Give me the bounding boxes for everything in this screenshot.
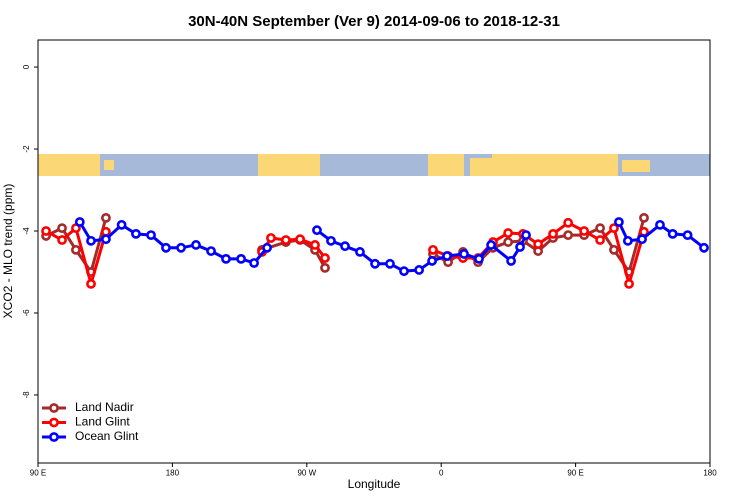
legend-label: Ocean Glint [75, 429, 139, 443]
data-point [563, 230, 574, 241]
data-point [427, 256, 437, 266]
y-tick-label: 0 [22, 64, 31, 69]
data-point [667, 228, 678, 239]
data-point [486, 240, 496, 250]
data-point [637, 234, 647, 245]
data-point [442, 251, 452, 261]
data-point [310, 240, 320, 250]
data-point [533, 239, 544, 250]
map-strip [38, 154, 710, 176]
data-point [262, 242, 272, 253]
data-point [474, 253, 484, 264]
data-point [503, 237, 514, 247]
data-point [503, 228, 514, 238]
data-point [579, 226, 590, 236]
data-point [699, 242, 709, 253]
data-point [340, 241, 350, 252]
y-tick-label: -4 [22, 227, 31, 235]
data-point [249, 258, 259, 268]
y-tick-label: -2 [22, 145, 31, 153]
data-point [515, 242, 525, 252]
x-tick-label: 180 [703, 469, 717, 478]
data-point [86, 278, 96, 289]
data-point [320, 253, 330, 263]
data-point [609, 223, 619, 234]
data-point [71, 244, 81, 255]
x-tick-label: 0 [439, 469, 444, 478]
data-point [622, 235, 633, 246]
data-point [86, 235, 96, 246]
legend-marker [49, 417, 59, 428]
legend-marker [49, 432, 59, 442]
data-point [312, 225, 322, 236]
x-tick-label: 90 E [30, 469, 46, 478]
legend-label: Land Nadir [75, 400, 134, 414]
data-point [506, 256, 516, 266]
data-point [266, 233, 276, 243]
data-point [176, 242, 186, 253]
data-point [355, 247, 365, 257]
y-tick-label: -6 [22, 309, 31, 317]
data-point [280, 235, 291, 245]
data-point [459, 249, 469, 259]
y-axis-label: XCO2 - MLO trend (ppm) [1, 184, 15, 319]
data-point [57, 223, 67, 234]
data-point [191, 240, 201, 250]
plot-frame [37, 39, 711, 464]
data-point [221, 253, 231, 264]
data-point [624, 278, 634, 289]
data-point [595, 223, 605, 234]
chart-title: 30N-40N September (Ver 9) 2014-09-06 to … [188, 13, 560, 30]
y-tick-label: -8 [22, 391, 31, 399]
data-point [57, 235, 67, 245]
legend-label: Land Glint [75, 415, 130, 429]
data-point [521, 230, 531, 241]
data-point [370, 258, 380, 269]
data-point [399, 266, 409, 277]
x-tick-label: 90 W [297, 469, 316, 478]
data-point [101, 212, 111, 223]
data-point [206, 246, 216, 256]
data-point [131, 228, 141, 239]
data-point [385, 258, 395, 269]
x-axis-label: Longitude [348, 477, 401, 491]
data-point [116, 219, 127, 230]
data-point [74, 217, 85, 227]
x-tick-label: 90 E [567, 469, 583, 478]
data-point [639, 212, 649, 223]
data-point [548, 228, 558, 239]
data-point [609, 244, 619, 255]
data-point [320, 262, 330, 273]
data-point [295, 234, 305, 245]
data-point [563, 217, 574, 228]
data-point [41, 226, 51, 236]
x-tick-label: 180 [166, 469, 180, 478]
data-point [614, 217, 624, 227]
data-point [146, 230, 156, 241]
data-point [428, 244, 438, 255]
data-point [682, 230, 693, 241]
data-point [595, 235, 605, 245]
legend-marker [49, 403, 59, 413]
data-point [101, 234, 111, 245]
data-point [655, 219, 665, 230]
data-point [326, 235, 336, 246]
data-point [414, 265, 424, 275]
data-point [161, 242, 171, 253]
data-point [236, 253, 246, 264]
